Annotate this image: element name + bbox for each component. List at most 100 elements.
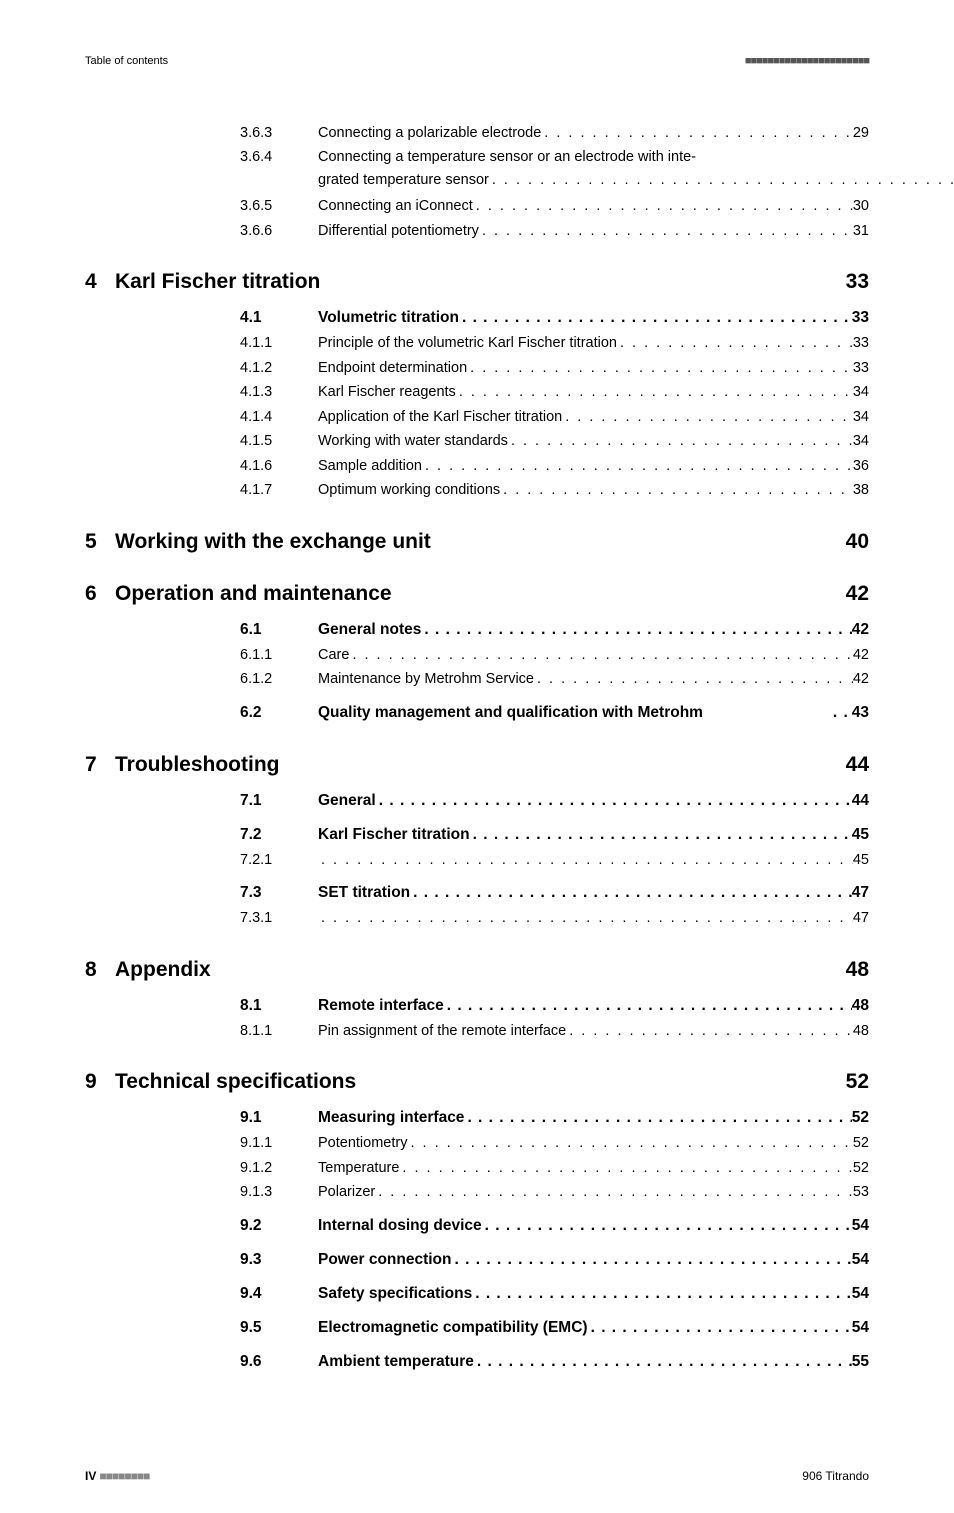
- toc-entry-label: Application of the Karl Fischer titratio…: [318, 406, 562, 428]
- toc-entry-page: 55: [852, 1350, 869, 1374]
- toc-entry-label: General notes: [318, 618, 421, 642]
- toc-entry-page: 34: [853, 430, 869, 452]
- toc-leader-dots: . . . . . . . . . . . . . . . . . . . . …: [472, 1282, 852, 1306]
- chapter-num: 6: [85, 582, 115, 606]
- chapter-title: Working with the exchange unit: [115, 530, 431, 553]
- toc-entry: 4.1.1Principle of the volumetric Karl Fi…: [240, 332, 869, 354]
- toc-entry-page: 34: [853, 406, 869, 428]
- chapter-page: 42: [846, 582, 869, 606]
- toc-leader-dots: . . . . . . . . . . . . . . . . . . . . …: [456, 381, 853, 403]
- toc-entry-label: Polarizer: [318, 1181, 375, 1203]
- toc-entry: 3.6.5Connecting an iConnect . . . . . . …: [240, 195, 869, 217]
- toc-entry-page: 36: [853, 455, 869, 477]
- toc-entry-page: 38: [853, 479, 869, 501]
- toc-leader-dots: . . . . . . . . . . . . . . . . . . . . …: [617, 332, 853, 354]
- toc-entry-label: Working with water standards: [318, 430, 508, 452]
- toc-entry-num: 6.1.1: [240, 644, 318, 666]
- toc-entry: 8.1.1Pin assignment of the remote interf…: [240, 1020, 869, 1042]
- toc-leader-dots: . . . . . . . . . . . . . . . . . . . . …: [452, 1248, 852, 1272]
- toc-leader-dots: . . . . . . . . . . . . . . . . . . . . …: [541, 122, 853, 144]
- header-left: Table of contents: [85, 55, 168, 67]
- toc-group-6-1: 6.1General notes . . . . . . . . . . . .…: [85, 618, 869, 691]
- toc-entry-page: 47: [853, 907, 869, 929]
- toc-leader-dots: . . . . . . . . . . . . . . . . . . . . …: [349, 644, 852, 666]
- toc-leader-dots: . . . . . . . . . . . . . . . . . . . . …: [588, 1316, 852, 1340]
- toc-entry: 4.1.4Application of the Karl Fischer tit…: [240, 406, 869, 428]
- toc-leader-dots: . . . . . . . . . . . . . . . . . . . . …: [534, 668, 853, 690]
- toc-entry-label: Karl Fischer reagents: [318, 381, 456, 403]
- toc-entry-num: 4.1: [240, 306, 318, 330]
- toc-entry-num: 6.1.2: [240, 668, 318, 690]
- toc-entry-label: Potentiometry: [318, 1132, 407, 1154]
- toc-entry: 3.6.3Connecting a polarizable electrode …: [240, 122, 869, 144]
- toc-entry-page: 34: [853, 381, 869, 403]
- toc-entry-num: 9.4: [240, 1282, 318, 1306]
- toc-entry-num: 7.2: [240, 823, 318, 847]
- toc-entry-label: Connecting a polarizable electrode: [318, 122, 541, 144]
- toc-entry-num: 4.1.6: [240, 455, 318, 477]
- toc-entry: 4.1.7Optimum working conditions . . . . …: [240, 479, 869, 501]
- toc-group-3-6: 3.6.3Connecting a polarizable electrode …: [85, 122, 869, 242]
- chapter-title: Operation and maintenance: [115, 582, 392, 605]
- toc-entry: 4.1.3Karl Fischer reagents . . . . . . .…: [240, 381, 869, 403]
- toc-entry-label-line2: grated temperature sensor: [318, 169, 489, 191]
- toc-entry-label: Remote interface: [318, 994, 444, 1018]
- toc-entry-num: 9.1.3: [240, 1181, 318, 1203]
- toc-entry-num: 8.1.1: [240, 1020, 318, 1042]
- toc-entry-num: 9.6: [240, 1350, 318, 1374]
- chapter-page: 33: [846, 270, 869, 294]
- toc-group-4-1: 4.1Volumetric titration . . . . . . . . …: [85, 306, 869, 501]
- chapter-num: 9: [85, 1070, 115, 1094]
- toc-container: 3.6.3Connecting a polarizable electrode …: [85, 122, 869, 1374]
- toc-leader-dots: . . . . . . . . . . . . . . . . . . . . …: [482, 1214, 852, 1238]
- toc-entry-label: Temperature: [318, 1157, 399, 1179]
- footer-page-roman: IV■■■■■■■■: [85, 1469, 149, 1483]
- chapter-title: Appendix: [115, 958, 211, 981]
- toc-entry-label: Optimum working conditions: [318, 479, 500, 501]
- toc-entry-num: 9.3: [240, 1248, 318, 1272]
- toc-entry-num: 4.1.2: [240, 357, 318, 379]
- toc-entry-page: 43: [852, 701, 869, 725]
- chapter-title: Technical specifications: [115, 1070, 356, 1093]
- toc-entry-num: 4.1.7: [240, 479, 318, 501]
- toc-entry-label: Volumetric titration: [318, 306, 459, 330]
- toc-leader-dots: . .: [830, 701, 852, 725]
- chapter-page: 48: [846, 958, 869, 982]
- toc-entry-label: Quality management and qualification wit…: [318, 701, 703, 725]
- chapter-page: 52: [846, 1070, 869, 1094]
- toc-leader-dots: . . . . . . . . . . . . . . . . . . . . …: [318, 907, 853, 929]
- chapter-num: 7: [85, 753, 115, 777]
- toc-group-8-1: 8.1Remote interface . . . . . . . . . . …: [85, 994, 869, 1042]
- toc-entry-num: 3.6.4: [240, 146, 318, 168]
- header-right: ■■■■■■■■■■■■■■■■■■■■■■: [745, 55, 869, 67]
- toc-entry: 3.6.4Connecting a temperature sensor or …: [240, 146, 869, 193]
- toc-section: 9.6Ambient temperature . . . . . . . . .…: [240, 1350, 869, 1374]
- toc-leader-dots: . . . . . . . . . . . . . . . . . . . . …: [474, 1350, 852, 1374]
- toc-chapter-5: 5Working with the exchange unit 40: [85, 530, 869, 554]
- toc-entry-num: 7.3: [240, 881, 318, 905]
- toc-entry: 6.1.1Care . . . . . . . . . . . . . . . …: [240, 644, 869, 666]
- toc-entry-num: 6.2: [240, 701, 318, 725]
- toc-leader-dots: . . . . . . . . . . . . . . . . . . . . …: [410, 881, 852, 905]
- toc-entry-page: 54: [852, 1248, 869, 1272]
- toc-entry: 4.1.5Working with water standards . . . …: [240, 430, 869, 452]
- toc-leader-dots: . . . . . . . . . . . . . . . . . . . . …: [508, 430, 853, 452]
- toc-section: 9.5Electromagnetic compatibility (EMC) .…: [240, 1316, 869, 1340]
- toc-entry-page: 52: [852, 1106, 869, 1130]
- toc-entry-label: Measuring interface: [318, 1106, 464, 1130]
- toc-entry-num: 4.1.3: [240, 381, 318, 403]
- toc-entry-num: 9.5: [240, 1316, 318, 1340]
- toc-leader-dots: . . . . . . . . . . . . . . . . . . . . …: [562, 406, 853, 428]
- toc-entry-label: Endpoint determination: [318, 357, 467, 379]
- running-header: Table of contents ■■■■■■■■■■■■■■■■■■■■■■: [85, 55, 869, 67]
- toc-entry-page: 54: [852, 1316, 869, 1340]
- toc-leader-dots: . . . . . . . . . . . . . . . . . . . . …: [470, 823, 852, 847]
- toc-entry-num: 3.6.3: [240, 122, 318, 144]
- toc-section: 9.1Measuring interface . . . . . . . . .…: [240, 1106, 869, 1130]
- toc-leader-dots: . . . . . . . . . . . . . . . . . . . . …: [318, 849, 853, 871]
- toc-entry-label: Safety specifications: [318, 1282, 472, 1306]
- toc-leader-dots: . . . . . . . . . . . . . . . . . . . . …: [422, 455, 853, 477]
- toc-entry-page: 33: [853, 332, 869, 354]
- toc-leader-dots: . . . . . . . . . . . . . . . . . . . . …: [444, 994, 852, 1018]
- toc-group-9-1: 9.1Measuring interface . . . . . . . . .…: [85, 1106, 869, 1203]
